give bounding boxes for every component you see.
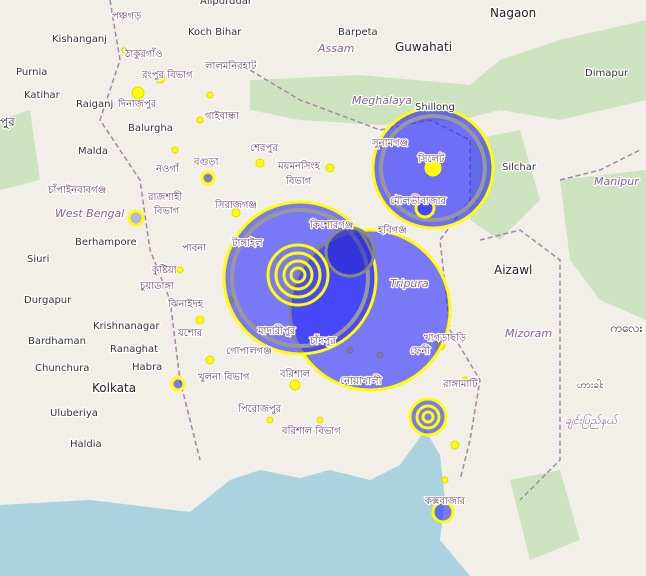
place-label: খাগড়াছড়ি xyxy=(424,332,467,344)
place-label: রাঙ্গামাটি xyxy=(442,377,478,390)
place-label: Malda xyxy=(78,146,108,157)
place-label: Nagaon xyxy=(490,6,536,20)
place-label: ঠাকুরগাঁও xyxy=(124,47,163,60)
place-label: বিভাগ xyxy=(285,175,312,187)
place-label: বগুড়া xyxy=(193,157,220,168)
sea xyxy=(0,430,470,576)
place-label: পাবনা xyxy=(182,243,207,254)
place-label: চাঁদপুর xyxy=(309,334,336,347)
place-label: Barpeta xyxy=(338,27,378,38)
place-label: Guwahati xyxy=(395,40,452,54)
place-labels: Nagaon Guwahati Barpeta Assam Koch Bihar… xyxy=(0,0,644,508)
region-label: Mizoram xyxy=(505,327,552,340)
place-label: পিরোজপুর xyxy=(237,403,282,415)
place-label: Uluberiya xyxy=(50,408,98,419)
place-label: মৌলভীবাজার xyxy=(390,194,447,207)
place-label: মাদারীপুর xyxy=(257,324,296,337)
place-label: রাজশাহী xyxy=(147,190,182,203)
place-label: Silchar xyxy=(502,162,537,173)
place-label: ကလေး xyxy=(610,321,643,335)
place-label: বরিশাল বিভাগ xyxy=(281,425,341,437)
place-label: কক্সবাজার xyxy=(424,496,466,507)
region-label: ချင်းပြည်နယ် xyxy=(565,413,618,429)
place-label: যশোর xyxy=(177,328,203,339)
place-label: টাঙ্গাইল xyxy=(231,236,263,249)
place-label: Shillong xyxy=(415,102,455,113)
place-label: গোপালগঞ্জ xyxy=(226,346,272,357)
place-label: Kishanganj xyxy=(52,34,107,45)
place-label: Katihar xyxy=(24,90,61,101)
place-label: Balurgha xyxy=(128,123,173,134)
forest xyxy=(0,20,646,560)
place-label: বরিশাল xyxy=(279,368,311,380)
place-label: Aizawl xyxy=(494,263,532,277)
points xyxy=(121,46,469,484)
place-label: Koch Bihar xyxy=(188,27,242,38)
place-label: শেরপুর xyxy=(250,143,278,154)
place-label: ময়মনসিংহ xyxy=(277,160,321,172)
place-label: বিভাগ xyxy=(153,205,180,217)
place-label: Chunchura xyxy=(35,363,89,374)
place-label: Bardhaman xyxy=(28,336,86,347)
place-label: ঝিনাইদহ xyxy=(167,298,204,310)
place-label: পুর xyxy=(0,115,15,130)
place-label: সিরাজগঞ্জ xyxy=(214,199,257,211)
place-label: খুলনা বিভাগ xyxy=(198,371,250,383)
place-label: গাইবান্ধা xyxy=(205,110,240,122)
place-label: Dimapur xyxy=(585,68,629,79)
place-label: পঞ্চগড় xyxy=(112,11,142,22)
place-label: Kolkata xyxy=(92,381,136,395)
region-label: Manipur xyxy=(594,175,640,188)
place-label: ফেনী xyxy=(410,344,430,357)
region-label: Tripura xyxy=(390,277,429,290)
region-label: Assam xyxy=(317,42,354,55)
place-label: Siuri xyxy=(27,254,49,265)
region-label: West Bengal xyxy=(55,207,124,220)
place-label: Purnia xyxy=(16,67,47,78)
place-label: চুয়াডাঙ্গা xyxy=(139,281,175,292)
place-label: Ranaghat xyxy=(110,344,158,355)
place-label: কুষ্টিয়া xyxy=(151,264,178,276)
place-label: Haldia xyxy=(70,439,102,450)
place-label: নোয়াখালী xyxy=(340,374,382,387)
place-label: সুনামগঞ্জ xyxy=(371,138,408,149)
place-label: ဟားခါး xyxy=(577,378,604,391)
place-label: Alipurduar xyxy=(200,0,253,7)
place-label: Durgapur xyxy=(24,295,72,306)
place-label: চাঁপাইনবাবগঞ্জ xyxy=(47,183,106,196)
place-label: লালমনিরহাট xyxy=(204,59,257,72)
place-label: হবিগঞ্জ xyxy=(377,224,407,236)
place-label: Berhampore xyxy=(75,237,137,248)
clusters xyxy=(127,106,495,524)
place-label: দিনাজপুর xyxy=(117,98,157,110)
place-label: সিলেট xyxy=(417,152,445,165)
place-label: কিশোরগঞ্জ xyxy=(309,219,353,231)
place-label: Habra xyxy=(132,362,162,373)
place-label: Krishnanagar xyxy=(93,321,160,332)
place-label: Raiganj xyxy=(76,99,113,110)
region-label: Meghalaya xyxy=(352,94,412,107)
place-label: নওগাঁ xyxy=(155,162,180,175)
place-label: রংপুর বিভাগ xyxy=(141,69,193,81)
